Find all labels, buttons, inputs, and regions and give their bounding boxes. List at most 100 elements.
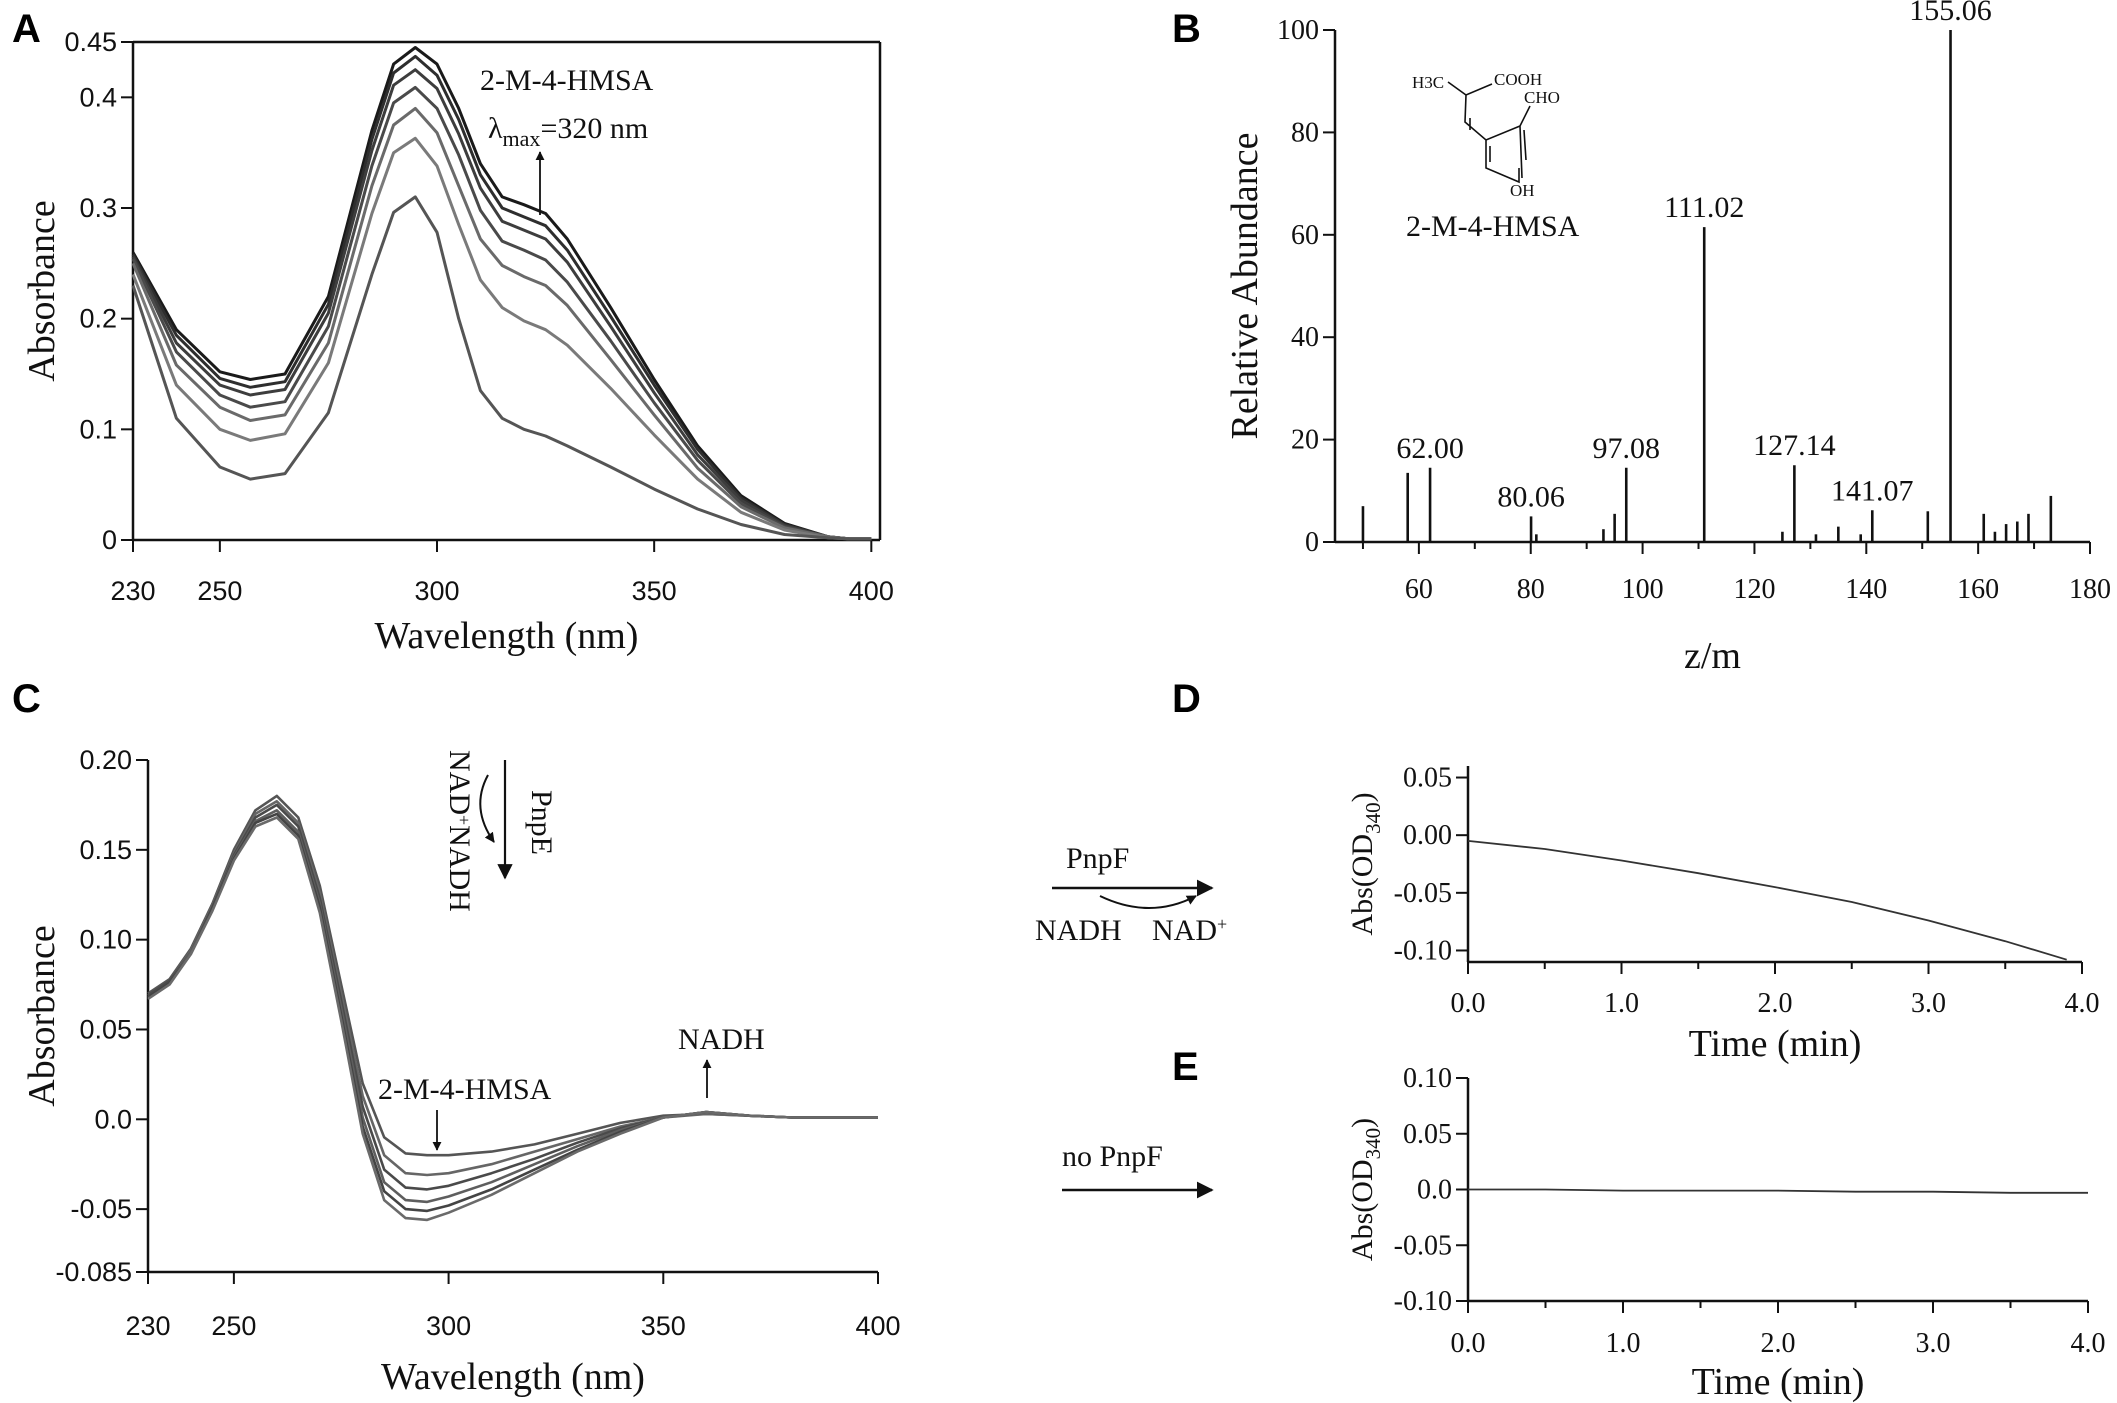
- c-series-line-2: [147, 799, 878, 1177]
- b-peak-label: 62.00: [1396, 432, 1464, 465]
- c-x-tick-label: 350: [641, 1311, 686, 1341]
- d-x-tick-label: 0.0: [1451, 988, 1486, 1019]
- b-x-axis-title: z/m: [1684, 635, 1741, 677]
- a-y-tick-label: 0.4: [79, 82, 117, 112]
- b-struct-ch3: H3C: [1412, 73, 1444, 92]
- b-peak-label: 97.08: [1593, 432, 1661, 465]
- e-x-tick-label: 1.0: [1606, 1328, 1641, 1359]
- c-x-tick-label: 400: [855, 1311, 900, 1341]
- b-y-tick-label: 40: [1291, 322, 1319, 353]
- c-y-tick-label: 0.10: [79, 925, 132, 955]
- c-series-line-4: [147, 808, 878, 1204]
- e-x-tick-label: 2.0: [1761, 1328, 1796, 1359]
- a-x-tick-label: 300: [414, 576, 459, 606]
- panel-letter-b: B: [1172, 7, 1201, 51]
- c-x-tick-label: 230: [125, 1311, 170, 1341]
- b-struct-cooh: COOH: [1494, 70, 1542, 89]
- d-x-tick-label: 2.0: [1758, 988, 1793, 1019]
- a-y-tick-label: 0.1: [79, 414, 117, 444]
- a-compound-label: 2-M-4-HMSA: [480, 64, 654, 97]
- a-lambda-max-label: λmax=320 nm: [488, 112, 648, 151]
- c-y-tick-label: -0.085: [55, 1257, 132, 1287]
- d-y-tick-label: 0.00: [1403, 820, 1452, 851]
- d-series-line-1: [1467, 840, 2067, 961]
- panel-e-od340-control: 0.0 1.0 2.0 3.0 4.0 -0.10 -0.05 0.0 0.05 0.10 Time…: [1346, 1063, 2106, 1403]
- d-y-tick-label: -0.10: [1394, 935, 1452, 966]
- d-nadh-label: NADH: [1035, 914, 1122, 947]
- b-peak-label: 141.07: [1831, 474, 1914, 507]
- a-x-tick-label: 250: [197, 576, 242, 606]
- b-x-tick-label: 100: [1622, 574, 1664, 605]
- e-y-tick-label: -0.10: [1394, 1286, 1452, 1317]
- c-compound-label: 2-M-4-HMSA: [378, 1073, 552, 1106]
- b-y-tick-label: 0: [1305, 527, 1319, 558]
- b-struct-cho: CHO: [1524, 88, 1560, 107]
- d-y-tick-label: -0.05: [1394, 878, 1452, 909]
- c-y-tick-label: 0.20: [79, 745, 132, 775]
- panel-letter-c: C: [12, 677, 41, 721]
- e-y-tick-label: 0.05: [1403, 1119, 1452, 1150]
- e-y-axis-title: Abs(OD340): [1346, 1118, 1385, 1261]
- panel-c-annotation: PnpE NAD+NADH 2-M-4-HMSA NADH: [378, 750, 765, 1151]
- a-x-tick-label: 230: [110, 576, 155, 606]
- b-x-tick-label: 80: [1517, 574, 1545, 605]
- b-y-tick-label: 20: [1291, 425, 1319, 456]
- d-nad-label: NAD+: [1152, 914, 1227, 947]
- c-series-line-3: [147, 803, 878, 1191]
- d-y-axis-title: Abs(OD340): [1346, 792, 1385, 935]
- panel-d-od340-time-course: 0.0 1.0 2.0 3.0 4.0 -0.10 -0.05 0.00 0.05 Time (m…: [1346, 763, 2100, 1065]
- a-y-tick-label: 0.3: [79, 193, 117, 223]
- d-x-tick-label: 3.0: [1911, 988, 1946, 1019]
- d-enzyme-label: PnpF: [1066, 842, 1129, 875]
- a-y-tick-label: 0: [102, 525, 117, 555]
- c-y-tick-label: 0.05: [79, 1014, 132, 1044]
- panel-e-control-label: no PnpF: [1062, 1140, 1214, 1199]
- e-x-tick-label: 3.0: [1916, 1328, 1951, 1359]
- b-peak-label: 80.06: [1497, 480, 1565, 513]
- b-y-tick-label: 80: [1291, 117, 1319, 148]
- a-x-axis-title: Wavelength (nm): [375, 615, 639, 657]
- c-x-tick-label: 250: [211, 1311, 256, 1341]
- e-x-tick-label: 4.0: [2071, 1328, 2106, 1359]
- c-x-tick-label: 300: [426, 1311, 471, 1341]
- b-x-tick-label: 120: [1733, 574, 1775, 605]
- a-x-tick-label: 350: [632, 576, 677, 606]
- b-y-axis-title: Relative Abundance: [1224, 132, 1266, 439]
- b-peak-label: 155.06: [1909, 0, 1992, 27]
- a-series-line-1: [131, 46, 872, 541]
- c-enzyme-label: PnpE: [525, 790, 558, 855]
- b-x-tick-label: 140: [1845, 574, 1887, 605]
- a-series-line-4: [131, 85, 872, 541]
- e-x-axis-title: Time (min): [1692, 1361, 1865, 1403]
- panel-b-mass-spectrum: 60 80 100 120 140 160 180 0 20 40 60 80 100 z/m Relati…: [1224, 0, 2111, 677]
- a-y-tick-label: 0.45: [64, 27, 117, 57]
- panel-c-absorbance-difference-spectra: 230 250 300 350 400 -0.085 -0.05 0.0 0.05 0.10 0.1…: [21, 745, 901, 1398]
- a-x-tick-label: 400: [849, 576, 894, 606]
- d-x-tick-label: 1.0: [1604, 988, 1639, 1019]
- b-struct-oh: OH: [1510, 181, 1535, 200]
- panel-letter-e: E: [1172, 1045, 1199, 1089]
- e-y-tick-label: 0.0: [1417, 1175, 1452, 1206]
- a-y-axis-title: Absorbance: [21, 200, 63, 381]
- d-x-tick-label: 4.0: [2065, 988, 2100, 1019]
- b-x-tick-label: 160: [1957, 574, 1999, 605]
- panel-a-absorbance-spectra: 230 250 300 350 400 0 0.1 0.2 0.3 0.4 0.45 Waveleng…: [21, 27, 894, 657]
- panel-letter-d: D: [1172, 677, 1201, 721]
- d-x-axis-title: Time (min): [1689, 1023, 1862, 1065]
- b-chemical-structure: H3C COOH CHO OH 2-M-4-HMSA: [1406, 70, 1580, 243]
- c-cofactor-arrow: [479, 774, 495, 843]
- c-x-axis-title: Wavelength (nm): [381, 1356, 645, 1398]
- d-cofactor-arrow: [1099, 895, 1197, 909]
- e-y-tick-label: -0.05: [1394, 1230, 1452, 1261]
- e-y-tick-label: 0.10: [1403, 1063, 1452, 1094]
- panel-d-reaction-scheme: PnpF NADH NAD+: [1035, 842, 1227, 947]
- c-series-line-5: [147, 812, 878, 1213]
- b-y-tick-label: 60: [1291, 220, 1319, 251]
- d-y-tick-label: 0.05: [1403, 763, 1452, 794]
- a-series-line-6: [131, 136, 872, 541]
- c-series-line-6: [147, 816, 878, 1222]
- b-x-tick-label: 180: [2069, 574, 2111, 605]
- c-nadh-peak-label: NADH: [678, 1023, 765, 1056]
- b-x-tick-label: 60: [1405, 574, 1433, 605]
